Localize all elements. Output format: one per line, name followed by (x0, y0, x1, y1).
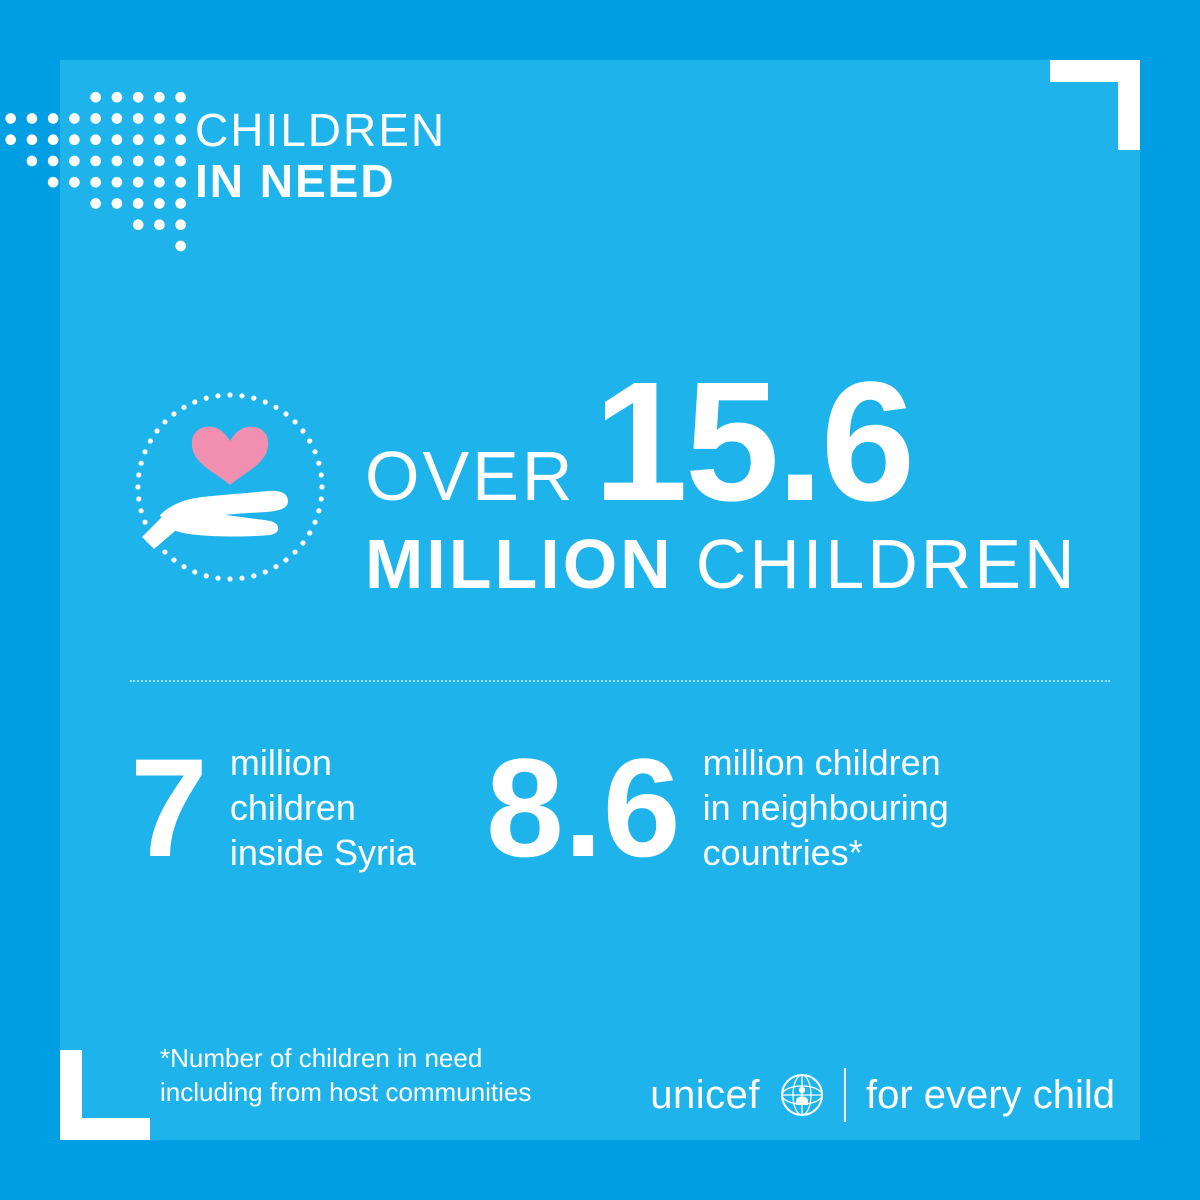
stat-2-label: million children in neighbouring countri… (703, 740, 949, 875)
brand-lockup: unicef for every child (650, 1068, 1115, 1122)
hero-text: OVER 15.6 MILLION CHILDREN (365, 370, 1078, 604)
hero-number: 15.6 (593, 370, 912, 515)
stat-1-label: million children inside Syria (230, 740, 416, 875)
hero-stat: OVER 15.6 MILLION CHILDREN (130, 370, 1120, 604)
stat-1-number: 7 (130, 745, 208, 871)
hero-unit-light: CHILDREN (696, 524, 1078, 604)
brand-tagline: for every child (866, 1073, 1115, 1118)
title-block: CHILDREN IN NEED (195, 105, 446, 206)
title-line-2: IN NEED (195, 156, 446, 207)
hand-heart-icon (130, 387, 330, 587)
stat-2-number: 8.6 (486, 745, 681, 871)
stat-1: 7 million children inside Syria (130, 740, 416, 875)
brand-name: unicef (650, 1073, 760, 1118)
hero-unit-bold: MILLION (365, 524, 674, 604)
brand-divider (844, 1068, 846, 1122)
corner-bracket-top-right (1050, 60, 1140, 150)
corner-bracket-bottom-left (60, 1050, 150, 1140)
dot-triangle-pattern (0, 90, 200, 260)
footnote: *Number of children in need including fr… (160, 1042, 531, 1110)
unicef-globe-icon (780, 1073, 824, 1117)
stats-row: 7 million children inside Syria 8.6 mill… (130, 740, 1110, 875)
dotted-divider (130, 680, 1110, 682)
title-line-1: CHILDREN (195, 105, 446, 156)
stat-2: 8.6 million children in neighbouring cou… (486, 740, 949, 875)
outer-frame: CHILDREN IN NEED OVER 15.6 MILLION CHILD… (0, 0, 1200, 1200)
hero-over-label: OVER (365, 436, 575, 516)
